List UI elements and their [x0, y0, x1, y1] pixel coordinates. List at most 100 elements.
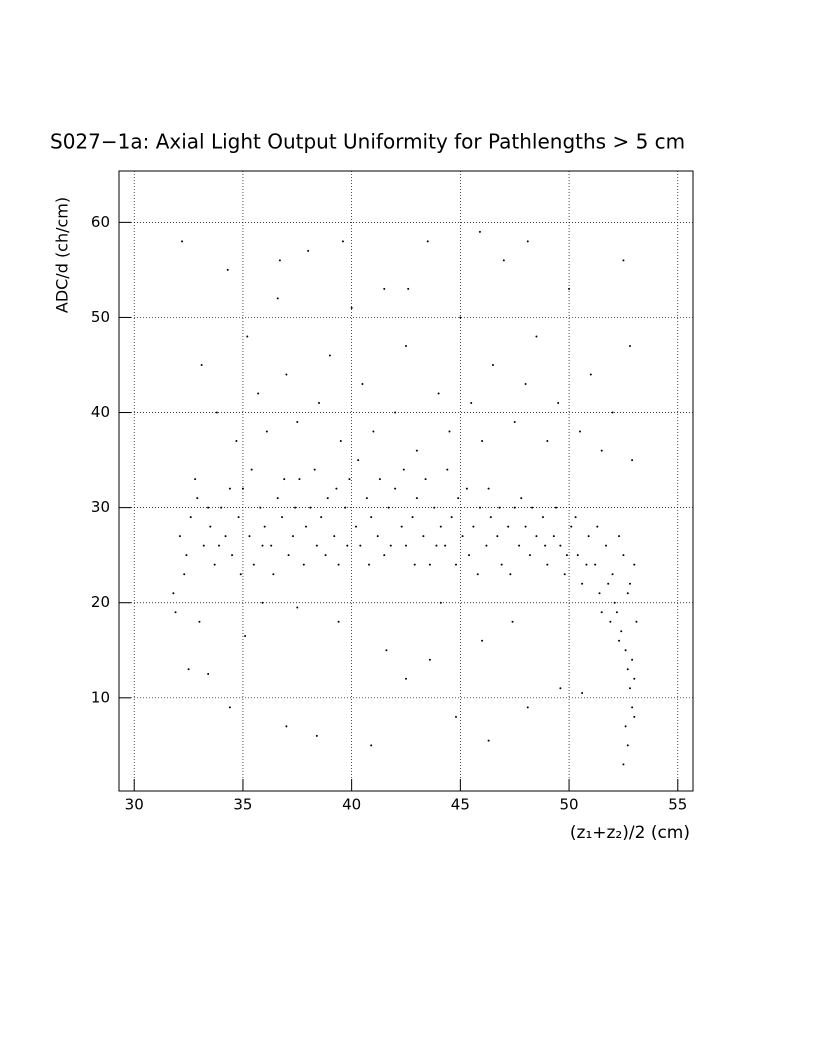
point — [557, 402, 560, 405]
point — [455, 563, 458, 566]
point — [433, 506, 436, 509]
point — [472, 525, 475, 528]
point — [276, 297, 279, 300]
point — [470, 402, 473, 405]
point — [628, 344, 631, 347]
point — [576, 554, 579, 557]
point — [607, 582, 610, 585]
point — [387, 506, 390, 509]
point — [587, 535, 590, 538]
point — [481, 440, 484, 443]
point — [461, 535, 464, 538]
point — [596, 525, 599, 528]
point — [346, 544, 349, 547]
x-tick-label: 45 — [451, 796, 470, 814]
point — [298, 478, 301, 481]
point — [500, 563, 503, 566]
point — [394, 411, 397, 414]
point — [407, 287, 410, 290]
point — [341, 240, 344, 243]
point — [426, 240, 429, 243]
point — [570, 525, 573, 528]
y-tick-label: 60 — [91, 213, 110, 231]
chart-title: S027−1a: Axial Light Output Uniformity f… — [50, 130, 685, 154]
y-tick-label: 10 — [91, 688, 110, 706]
point — [296, 606, 299, 609]
y-tick-label: 30 — [91, 498, 110, 516]
point — [526, 706, 529, 709]
point — [624, 649, 627, 652]
point — [276, 497, 279, 500]
point — [415, 449, 418, 452]
point — [622, 763, 625, 766]
point — [237, 516, 240, 519]
x-tick-label: 55 — [668, 796, 687, 814]
point — [335, 487, 338, 490]
point — [546, 440, 549, 443]
point — [194, 478, 197, 481]
point — [578, 430, 581, 433]
point — [535, 335, 538, 338]
point — [372, 430, 375, 433]
point — [183, 573, 186, 576]
point — [187, 668, 190, 671]
point — [304, 525, 307, 528]
point — [518, 544, 521, 547]
point — [546, 563, 549, 566]
point — [491, 363, 494, 366]
point — [481, 639, 484, 642]
point — [202, 544, 205, 547]
point — [513, 421, 516, 424]
point — [476, 573, 479, 576]
point — [628, 687, 631, 690]
point — [259, 506, 262, 509]
point — [487, 487, 490, 490]
point — [376, 535, 379, 538]
point — [257, 392, 260, 395]
point — [383, 287, 386, 290]
point — [313, 468, 316, 471]
point — [609, 620, 612, 623]
point — [552, 535, 555, 538]
point — [354, 525, 357, 528]
point — [294, 506, 297, 509]
point — [248, 535, 251, 538]
point — [361, 383, 364, 386]
point — [478, 230, 481, 233]
point — [235, 440, 238, 443]
point — [524, 383, 527, 386]
point — [489, 516, 492, 519]
point — [428, 563, 431, 566]
point — [226, 268, 229, 271]
point — [389, 544, 392, 547]
point — [415, 497, 418, 500]
point — [272, 573, 275, 576]
point — [628, 582, 631, 585]
point — [231, 554, 234, 557]
point — [626, 668, 629, 671]
point — [559, 544, 562, 547]
point — [344, 506, 347, 509]
point — [535, 535, 538, 538]
point — [207, 673, 210, 676]
point — [511, 620, 514, 623]
point — [622, 259, 625, 262]
point — [585, 563, 588, 566]
point — [326, 497, 329, 500]
point — [507, 525, 510, 528]
point — [339, 440, 342, 443]
point — [626, 592, 629, 595]
point — [383, 554, 386, 557]
point — [526, 240, 529, 243]
point — [487, 739, 490, 742]
point — [270, 544, 273, 547]
point — [531, 506, 534, 509]
point — [444, 544, 447, 547]
point — [281, 516, 284, 519]
point — [189, 516, 192, 519]
point — [218, 544, 221, 547]
x-axis-label: (z₁+z₂)/2 (cm) — [570, 823, 690, 843]
point — [400, 525, 403, 528]
point — [337, 563, 340, 566]
